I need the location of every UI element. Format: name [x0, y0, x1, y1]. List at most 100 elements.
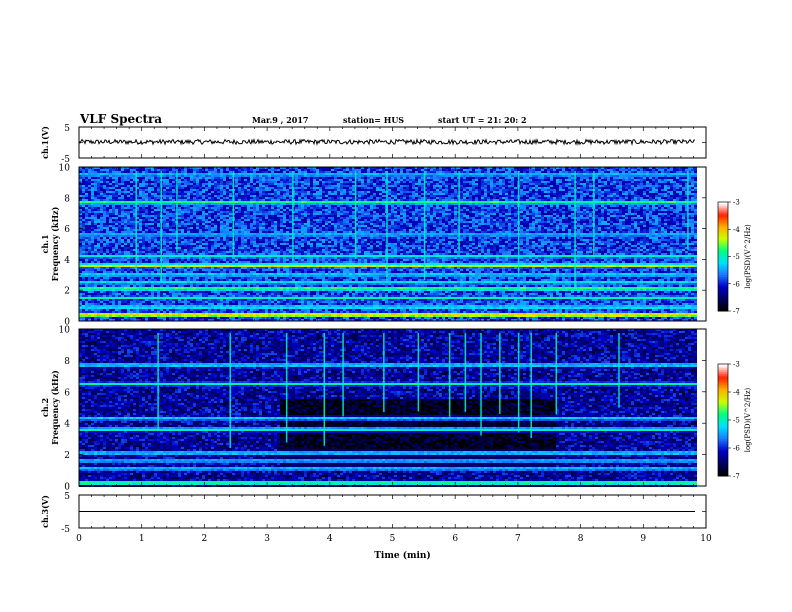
spectrogram-cell	[625, 173, 628, 175]
spectrogram-cell	[436, 177, 439, 179]
spectrogram-cell	[421, 177, 424, 179]
spectrogram-cell	[487, 175, 490, 177]
spectrogram-cell	[328, 175, 331, 177]
spectrogram-cell	[205, 177, 208, 179]
spectrogram-cell	[133, 169, 136, 171]
spectrogram-cell	[262, 173, 265, 175]
spectrogram-cell	[157, 173, 160, 175]
spectrogram-cell	[244, 173, 247, 175]
spectrogram-cell	[490, 177, 493, 179]
spectrogram-cell	[298, 169, 301, 171]
spectrogram-cell	[310, 173, 313, 175]
spectrogram-cell	[670, 173, 673, 175]
spectrogram-cell	[550, 175, 553, 177]
spectrogram-cell	[190, 173, 193, 175]
spectrogram-cell	[685, 169, 688, 171]
spectrogram-cell	[511, 169, 514, 171]
spectrogram-cell	[343, 175, 346, 177]
spectrogram-cell	[445, 173, 448, 175]
spectrogram-cell	[364, 177, 367, 179]
spectrogram-cell	[370, 171, 373, 173]
spectrogram-cell	[547, 171, 550, 173]
spectrogram-cell	[487, 173, 490, 175]
spectrogram-cell	[259, 171, 262, 173]
ch1-waveform-trace	[79, 140, 695, 145]
spectrogram-cell	[160, 169, 163, 171]
spectrogram-cell	[250, 177, 253, 179]
spectrogram-cell	[547, 169, 550, 171]
spectrogram-cell	[121, 169, 124, 171]
spectrogram-cell	[376, 173, 379, 175]
plot-area: 5-5ch.1(V)0246810ch.1 Frequency (kHz)-3-4…	[40, 124, 752, 561]
spectrogram-cell	[298, 177, 301, 179]
spectrogram-cell	[424, 169, 427, 171]
spectrogram-cell	[670, 169, 673, 171]
spectrogram-cell	[496, 175, 499, 177]
spectrogram-cell	[451, 171, 454, 173]
spectrogram-cell	[352, 177, 355, 179]
spectrogram-cell	[466, 171, 469, 173]
spectrogram-cell	[505, 173, 508, 175]
spectrogram-cell	[640, 169, 643, 171]
spectrogram-cell	[121, 171, 124, 173]
spectrogram-cell	[646, 171, 649, 173]
spectrogram-cell	[514, 173, 517, 175]
spectrogram-cell	[100, 169, 103, 171]
spectrogram-cell	[262, 171, 265, 173]
spectrogram-cell	[505, 169, 508, 171]
spectrogram-cell	[445, 175, 448, 177]
spectrogram-cell	[607, 171, 610, 173]
spectrogram-cell	[178, 171, 181, 173]
spectrogram-cell	[496, 171, 499, 173]
spectrogram-cell	[595, 173, 598, 175]
spectrogram-cell	[433, 175, 436, 177]
spectrogram-cell	[532, 171, 535, 173]
spectrogram-cell	[484, 169, 487, 171]
spectrogram-cell	[97, 173, 100, 175]
spectrogram-cell	[547, 177, 550, 179]
spectrogram-cell	[154, 173, 157, 175]
spectrogram-cell	[514, 175, 517, 177]
spectrogram-cell	[667, 171, 670, 173]
spectrogram-cell	[124, 171, 127, 173]
spectrogram-cell	[526, 175, 529, 177]
spectrogram-cell	[544, 177, 547, 179]
spectrogram-cell	[634, 173, 637, 175]
spectrogram-cell	[448, 175, 451, 177]
spectrogram-cell	[85, 177, 88, 179]
spectrogram-cell	[142, 173, 145, 175]
spectrogram-cell	[427, 169, 430, 171]
spectrogram-cell	[376, 177, 379, 179]
spectrogram-cell	[577, 173, 580, 175]
spectrogram-cell	[247, 169, 250, 171]
spectrogram-cell	[529, 169, 532, 171]
spectrogram-cell	[619, 171, 622, 173]
spectrogram-cell	[325, 169, 328, 171]
spectrogram-cell	[235, 177, 238, 179]
spectrogram-cell	[337, 173, 340, 175]
spectrogram-cell	[412, 175, 415, 177]
spectrogram-cell	[337, 175, 340, 177]
spectrogram-cell	[631, 171, 634, 173]
spectrogram-cell	[178, 173, 181, 175]
spectrogram-cell	[574, 169, 577, 171]
spectrogram-cell	[115, 175, 118, 177]
spectrogram-cell	[349, 177, 352, 179]
spectrogram-cell	[217, 169, 220, 171]
spectrogram-cell	[139, 171, 142, 173]
spectrogram-cell	[373, 171, 376, 173]
spectrogram-cell	[562, 169, 565, 171]
spectrogram-cell	[238, 177, 241, 179]
spectrogram-cell	[403, 171, 406, 173]
spectrogram-cell	[301, 173, 304, 175]
spectrogram-cell	[217, 171, 220, 173]
spectrogram-cell	[193, 173, 196, 175]
spectrogram-cell	[151, 169, 154, 171]
spectrogram-cell	[94, 171, 97, 173]
spectrogram-cell	[190, 169, 193, 171]
spectrogram-cell	[406, 173, 409, 175]
spectrogram-cell	[148, 169, 151, 171]
spectrogram-cell	[145, 171, 148, 173]
spectrogram-cell	[649, 169, 652, 171]
spectrogram-cell	[529, 173, 532, 175]
